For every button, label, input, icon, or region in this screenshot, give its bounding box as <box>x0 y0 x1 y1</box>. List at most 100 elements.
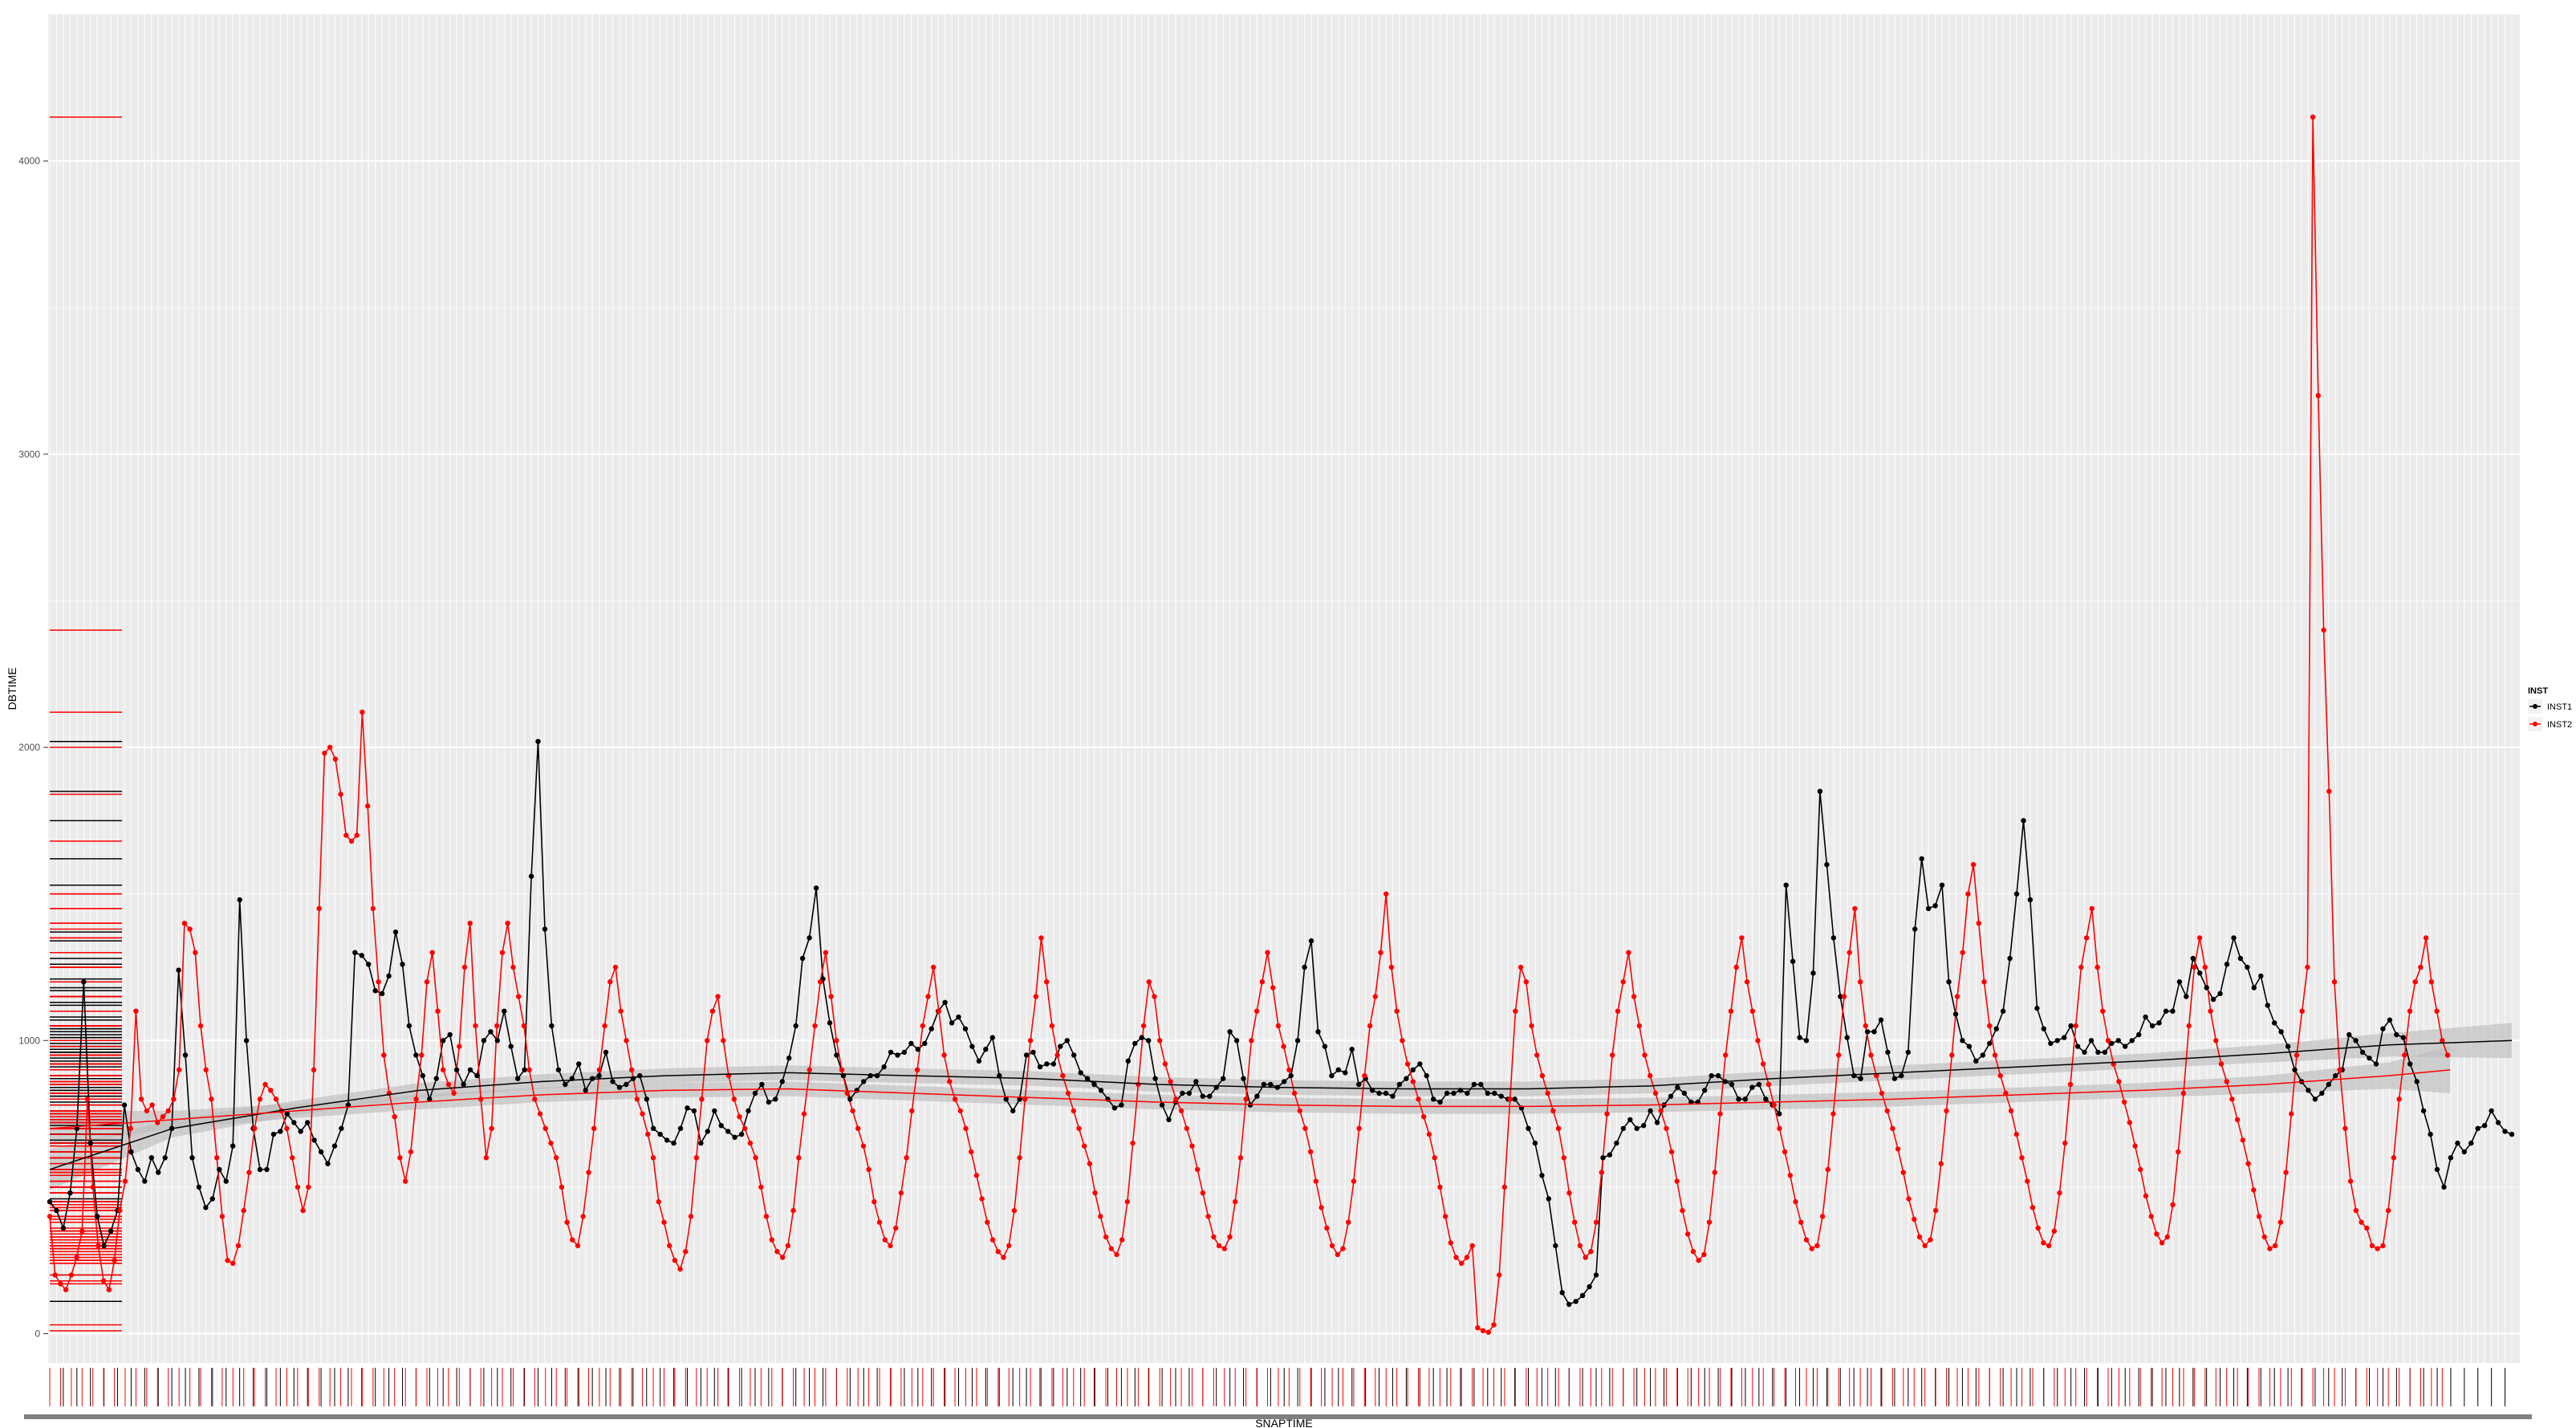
data-point-inst2 <box>138 1096 144 1102</box>
data-point-inst2 <box>1706 1219 1713 1225</box>
data-point-inst2 <box>1383 891 1389 897</box>
data-point-inst1 <box>705 1129 710 1134</box>
data-point-inst1 <box>1973 1058 1979 1064</box>
data-point-inst2 <box>2035 1225 2041 1231</box>
data-point-inst2 <box>1157 1038 1163 1044</box>
data-point-inst1 <box>1756 1081 1762 1088</box>
data-point-inst2 <box>84 1096 91 1102</box>
data-point-inst1 <box>1071 1052 1077 1058</box>
data-point-inst1 <box>1987 1040 1993 1047</box>
data-point-inst1 <box>1783 882 1789 888</box>
data-point-inst1 <box>2176 979 2183 985</box>
data-point-inst2 <box>429 950 435 955</box>
data-point-inst2 <box>1674 1178 1680 1184</box>
data-point-inst2 <box>1394 1008 1400 1014</box>
data-point-inst1 <box>217 1166 222 1173</box>
data-point-inst2 <box>731 1096 737 1102</box>
data-point-inst1 <box>2387 1017 2393 1023</box>
data-point-inst1 <box>1221 1076 1226 1081</box>
data-point-inst1 <box>447 1031 453 1038</box>
data-point-inst1 <box>270 1131 277 1137</box>
data-point-inst1 <box>677 1125 684 1132</box>
data-point-inst2 <box>2046 1243 2052 1249</box>
data-point-inst1 <box>1912 926 1918 932</box>
data-point-inst1 <box>2312 1096 2318 1102</box>
data-point-inst1 <box>807 935 812 941</box>
data-point-inst2 <box>1771 1102 1777 1108</box>
data-point-inst2 <box>1200 1190 1206 1196</box>
data-point-inst1 <box>2468 1140 2474 1146</box>
data-point-inst2 <box>1173 1096 1179 1102</box>
data-point-inst1 <box>2489 1108 2494 1114</box>
data-point-inst1 <box>1383 1090 1389 1096</box>
data-point-inst2 <box>1119 1237 1125 1243</box>
data-point-inst2 <box>1631 994 1637 999</box>
data-point-inst1 <box>325 1161 331 1166</box>
data-point-inst1 <box>1268 1081 1274 1088</box>
data-point-inst1 <box>1553 1243 1558 1249</box>
smooth-line-inst1 <box>49 1039 2513 1170</box>
data-point-inst2 <box>1572 1219 1578 1225</box>
data-point-inst2 <box>640 1111 645 1117</box>
data-point-inst2 <box>273 1096 279 1102</box>
data-point-inst2 <box>693 1155 699 1161</box>
data-point-inst1 <box>1119 1102 1124 1108</box>
data-point-inst2 <box>1895 1146 1901 1152</box>
data-point-inst2 <box>1195 1166 1201 1173</box>
data-point-inst2 <box>295 1184 301 1190</box>
data-point-inst2 <box>257 1096 263 1102</box>
data-point-inst1 <box>1763 1096 1769 1102</box>
data-point-inst2 <box>2100 1008 2106 1014</box>
data-point-inst2 <box>1825 1166 1830 1173</box>
data-point-inst1 <box>2400 1035 2406 1040</box>
data-point-inst2 <box>343 832 349 838</box>
data-point-inst1 <box>1526 1125 1531 1132</box>
data-point-inst2 <box>2218 1061 2225 1067</box>
data-point-inst1 <box>1932 903 1938 909</box>
data-point-inst1 <box>1254 1093 1260 1099</box>
data-point-inst2 <box>230 1260 236 1267</box>
data-point-inst2 <box>2272 1243 2278 1249</box>
data-point-inst1 <box>1132 1040 1138 1047</box>
data-point-inst1 <box>121 1102 128 1108</box>
data-point-inst1 <box>54 1207 59 1214</box>
data-point-inst1 <box>2475 1125 2481 1132</box>
data-point-inst1 <box>624 1081 629 1088</box>
data-point-inst1 <box>732 1134 737 1141</box>
data-point-inst2 <box>1437 1184 1443 1190</box>
data-point-inst1 <box>352 950 358 955</box>
data-point-inst1 <box>1349 1047 1355 1052</box>
legend-key-point <box>2533 704 2537 709</box>
legend: INST INST1 INST2 <box>2528 686 2572 731</box>
data-point-inst1 <box>81 979 87 985</box>
data-point-inst1 <box>2326 1081 2331 1088</box>
data-point-inst2 <box>100 1278 107 1284</box>
data-point-inst1 <box>2163 1008 2169 1014</box>
data-point-inst2 <box>1491 1322 1497 1328</box>
data-point-inst2 <box>2143 1193 2149 1199</box>
data-point-inst2 <box>2132 1143 2138 1149</box>
data-point-inst2 <box>2019 1155 2025 1161</box>
data-point-inst2 <box>2148 1214 2154 1219</box>
data-point-inst1 <box>2156 1020 2162 1026</box>
data-point-inst2 <box>920 1023 926 1029</box>
data-point-inst1 <box>779 1079 785 1084</box>
data-point-inst2 <box>2030 1205 2036 1210</box>
data-point-inst2 <box>1178 1108 1184 1114</box>
data-point-inst1 <box>2007 955 2013 962</box>
data-point-inst1 <box>2495 1120 2501 1125</box>
data-point-inst1 <box>1431 1096 1436 1102</box>
data-point-inst2 <box>1922 1243 1928 1249</box>
smooth-lines <box>49 1039 2513 1170</box>
data-point-inst1 <box>528 873 534 879</box>
data-point-inst2 <box>1782 1149 1788 1155</box>
data-point-inst2 <box>348 838 355 844</box>
data-point-inst2 <box>1539 1072 1546 1079</box>
x-rug <box>49 1368 2506 1406</box>
data-point-inst1 <box>95 1214 100 1219</box>
data-point-inst1 <box>644 1096 649 1102</box>
data-point-inst1 <box>2359 1049 2366 1056</box>
data-point-inst1 <box>345 1102 351 1108</box>
data-point-inst2 <box>1550 1108 1556 1114</box>
data-point-inst2 <box>1324 1225 1330 1231</box>
